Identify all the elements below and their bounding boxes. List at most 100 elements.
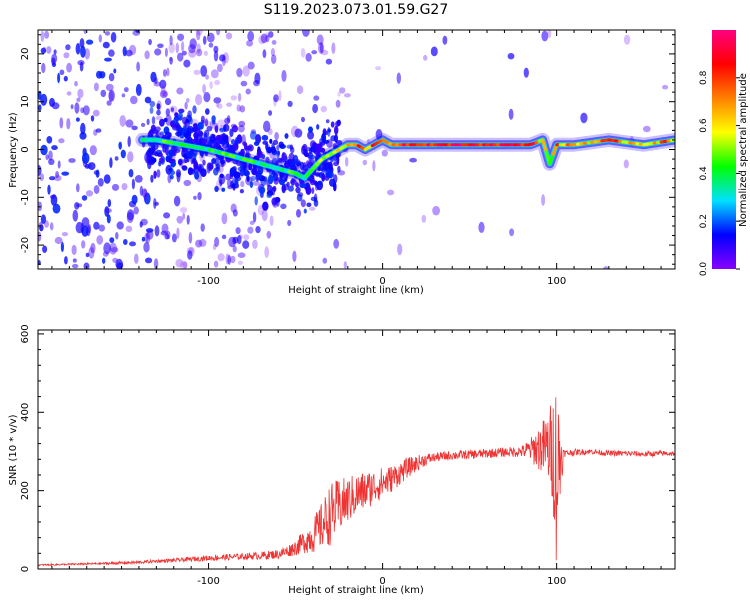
spectrogram-speckle <box>157 43 164 49</box>
spectrogram-cloud <box>278 141 284 148</box>
spectrogram-cloud <box>234 178 239 186</box>
spectrogram-speckle <box>547 30 552 39</box>
spectrogram-cloud <box>256 150 263 159</box>
spectrogram-speckle <box>237 235 242 245</box>
spectrogram-speckle <box>300 48 306 58</box>
spectrogram-speckle <box>176 227 180 239</box>
spectrogram-speckle <box>39 173 45 182</box>
spectrogram-speckle <box>84 48 90 60</box>
spectrogram-xlabel: Height of straight line (km) <box>288 285 424 296</box>
snr-xtick-label: -100 <box>197 576 220 587</box>
spectrogram-speckle <box>186 214 190 225</box>
spectrogram-speckle <box>313 95 320 101</box>
spectrogram-speckle <box>146 230 154 240</box>
spectrogram-speckle <box>187 250 193 260</box>
spectrogram-speckle <box>131 194 138 205</box>
spectrogram-cloud <box>177 158 183 166</box>
spectrogram-speckle <box>49 222 54 231</box>
spectrogram-cloud <box>309 178 316 186</box>
spectrogram-speckle <box>129 44 137 56</box>
spectrogram-cloud <box>150 124 156 132</box>
spectrogram-speckle <box>38 201 43 212</box>
spectrogram-speckle <box>216 30 221 36</box>
spectrogram-cloud <box>296 209 301 218</box>
spectrogram-speckle <box>104 206 110 217</box>
spectrogram-speckle <box>161 223 169 234</box>
spectrogram-cloud <box>162 144 167 153</box>
spectrogram-speckle <box>508 108 514 120</box>
spectrogram-speckle <box>110 32 117 43</box>
spectrogram-speckle <box>182 212 186 220</box>
spectrogram-speckle <box>77 88 84 99</box>
spectrogram-cloud <box>308 147 313 155</box>
spectrogram-speckle <box>139 185 144 196</box>
spectrogram-speckle <box>107 199 112 208</box>
spectrogram-speckle <box>287 100 293 107</box>
spectrogram-cloud <box>276 150 280 160</box>
spectrogram-cloud <box>149 106 154 114</box>
spectrogram-speckle <box>302 30 310 37</box>
spectrogram-speckle <box>140 122 146 127</box>
spectrogram-speckle <box>343 93 351 98</box>
spectrogram-speckle <box>129 241 136 247</box>
spectrogram-speckle <box>86 39 94 45</box>
spectrogram-cloud <box>205 108 210 115</box>
spectrogram-speckle <box>119 115 126 127</box>
spectrogram-speckle <box>183 59 191 68</box>
spectrogram-speckle <box>197 192 202 201</box>
spectrogram-speckle <box>106 214 111 224</box>
spectrogram-speckle <box>93 82 99 92</box>
spectrogram-speckle <box>219 54 226 62</box>
spectrogram-cloud <box>175 131 183 137</box>
spectrogram-cloud <box>327 128 332 133</box>
spectrogram-speckle <box>319 42 324 54</box>
spectrogram-speckle <box>103 242 111 255</box>
spectrogram-ylabel: Frequency (Hz) <box>8 112 19 188</box>
spectrogram-speckle <box>247 226 254 234</box>
colorbar-ticks: 0.0 0.2 0.4 0.6 0.8 <box>699 70 740 276</box>
spectrogram-speckle <box>242 240 250 249</box>
spectrogram-speckle <box>333 238 340 249</box>
snr-ytick-label: 0 <box>20 566 31 572</box>
spectrogram-speckle <box>162 69 167 77</box>
spectrogram-cloud <box>146 118 150 126</box>
spectrogram-speckle <box>175 42 179 54</box>
spectrogram-speckle <box>335 99 341 108</box>
spectrogram-speckle <box>208 42 214 48</box>
spectrogram-speckle <box>254 72 261 85</box>
spectrogram-cloud <box>310 196 318 202</box>
spectrogram-speckle <box>102 257 106 264</box>
spectrogram-cloud <box>211 115 216 123</box>
spectrogram-speckle <box>80 122 86 135</box>
spectrogram-ytick-label: 0 <box>20 146 31 152</box>
spectrogram-speckle <box>57 160 61 169</box>
spectrogram-speckle <box>77 60 85 66</box>
spectrogram-speckle <box>81 195 88 201</box>
spectrogram-speckle <box>274 132 279 141</box>
snr-panel: -100 0 100 0 200 400 600 Height of straight li… <box>8 324 676 596</box>
spectrogram-speckle <box>311 50 318 55</box>
spectrogram-speckle <box>316 34 324 45</box>
spectrogram-speckle <box>209 81 213 90</box>
spectrogram-speckle <box>181 41 185 52</box>
spectrogram-speckle <box>83 30 87 35</box>
spectrogram-xtick-label: 0 <box>379 276 385 287</box>
spectrogram-speckle <box>262 49 267 59</box>
spectrogram-speckle <box>240 180 245 188</box>
spectrogram-cloud <box>159 118 165 127</box>
spectrogram-speckle <box>121 93 126 98</box>
spectrogram-speckle <box>63 52 70 59</box>
spectrogram-speckle <box>141 236 146 242</box>
spectrogram-cloud <box>156 169 161 178</box>
spectrogram-cloud <box>146 157 151 162</box>
spectrogram-cloud <box>153 170 157 179</box>
spectrogram-speckle <box>54 236 63 245</box>
spectrogram-cloud <box>219 173 224 179</box>
spectrogram-cloud <box>321 133 327 143</box>
spectrogram-cloud <box>156 103 161 110</box>
spectrogram-speckle <box>290 125 299 138</box>
spectrogram-speckle <box>154 77 158 85</box>
spectrogram-cloud <box>198 165 203 174</box>
spectrogram-cloud <box>311 187 315 195</box>
spectrogram-speckle <box>93 185 100 194</box>
